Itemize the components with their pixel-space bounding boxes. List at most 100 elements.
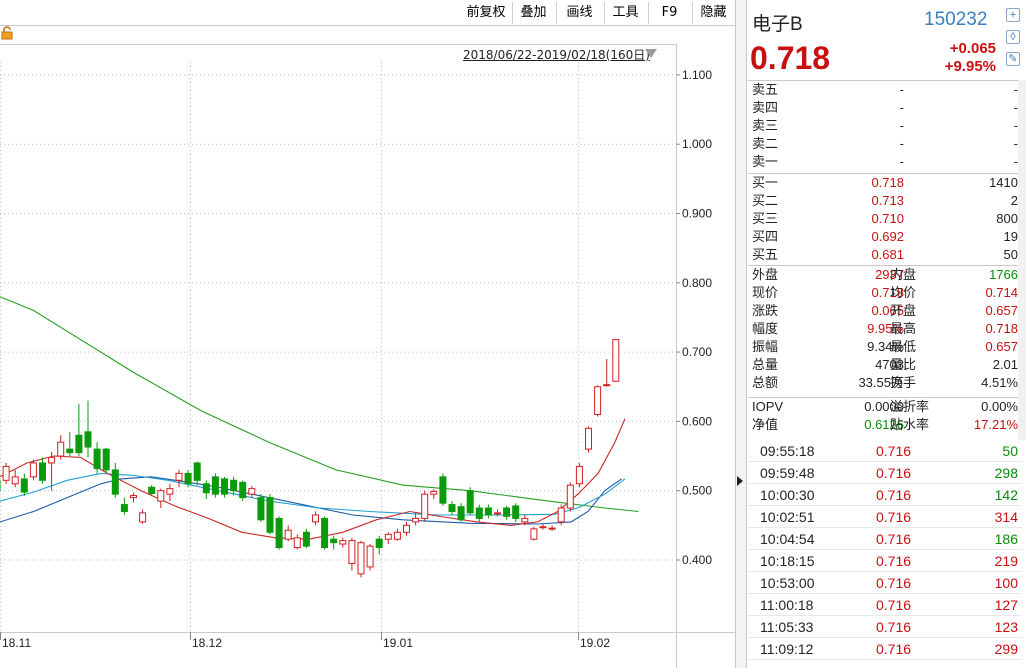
candle-body xyxy=(130,495,137,499)
candle-body xyxy=(575,465,583,485)
iopv-label: 贴水率 xyxy=(890,417,930,432)
sell-order-volume: - xyxy=(1013,154,1018,169)
buy-order-row: 买四 0.692 19 xyxy=(748,228,1022,246)
edit-icon[interactable]: ✎ xyxy=(1006,52,1020,66)
kline-chart[interactable]: 1.100 1.000 0.900 0.800 0.700 0.600 0.500 0.400… xyxy=(0,26,736,668)
chart-toolbar: 前复权 叠加 画线 工具 F9 隐藏 xyxy=(0,0,736,26)
order-scrollbar[interactable] xyxy=(1018,80,1026,440)
candle-body xyxy=(439,476,447,504)
candle-body xyxy=(211,476,219,495)
tick-row: 11:05:33 0.716 123 xyxy=(748,616,1022,638)
candle-body xyxy=(139,512,147,523)
buy-order-price: 0.681 xyxy=(871,247,904,262)
candle-body xyxy=(585,427,592,450)
candle-body xyxy=(412,517,420,523)
tick-price: 0.716 xyxy=(876,465,912,481)
f9-button[interactable]: F9 xyxy=(648,2,690,24)
candle-body xyxy=(84,431,92,448)
hide-button[interactable]: 隐藏 xyxy=(692,2,734,24)
iopv-value: 0.0000 xyxy=(864,399,904,414)
stat-value: 4.51% xyxy=(981,375,1018,390)
tools-button[interactable]: 工具 xyxy=(604,2,646,24)
iopv-value: 0.00% xyxy=(981,399,1018,414)
sell-order-label: 卖三 xyxy=(752,118,779,133)
sell-order-price: - xyxy=(899,154,904,169)
candle-body xyxy=(330,538,338,544)
buy-order-label: 买二 xyxy=(752,193,779,208)
stat-value: 1766 xyxy=(989,267,1018,282)
candle-body xyxy=(603,384,611,387)
stat-row: 幅度 9.95% 最高 0.718 xyxy=(748,320,1022,338)
draw-line-button[interactable]: 画线 xyxy=(556,2,602,24)
buy-order-volume: 2 xyxy=(1010,193,1018,208)
tick-price: 0.716 xyxy=(876,509,912,525)
candle-body xyxy=(102,448,110,471)
candle-body xyxy=(612,339,620,382)
stat-label: 最高 xyxy=(890,321,917,336)
stat-row: 振幅 9.34% 最低 0.657 xyxy=(748,338,1022,356)
price-change-pct: +9.95% xyxy=(944,58,996,75)
security-code[interactable]: 150232 xyxy=(924,9,988,30)
candle-body xyxy=(239,481,247,499)
ma-line xyxy=(0,472,626,516)
candle-body xyxy=(321,517,329,549)
y-tick-label: 1.100 xyxy=(682,68,712,82)
stat-row: 外盘 2937 内盘 1766 xyxy=(748,266,1022,284)
lock-icon[interactable] xyxy=(0,26,14,40)
fuquan-button[interactable]: 前复权 xyxy=(466,5,506,20)
candle-body xyxy=(348,540,356,564)
sell-order-row: 卖二 - - xyxy=(748,135,1022,153)
candle-body xyxy=(266,497,274,533)
tick-time: 09:59:48 xyxy=(760,465,815,481)
buy-order-row: 买五 0.681 50 xyxy=(748,246,1022,264)
candle-body xyxy=(539,526,547,529)
tick-row: 10:53:00 0.716 100 xyxy=(748,572,1022,594)
candle-body xyxy=(566,484,574,509)
sell-order-price: - xyxy=(899,100,904,115)
candle-body xyxy=(512,505,520,519)
tick-volume: 314 xyxy=(994,509,1018,525)
sell-order-row: 卖一 - - xyxy=(748,153,1022,171)
tick-volume: 219 xyxy=(994,553,1018,569)
candle-body xyxy=(384,533,392,540)
x-tick-label: 18.11 xyxy=(2,636,31,650)
date-range-label[interactable]: 2018/06/22-2019/02/18(160日) xyxy=(463,48,650,62)
candle-body xyxy=(184,472,192,485)
candle-body xyxy=(193,462,201,481)
add-icon[interactable]: + xyxy=(1006,8,1020,22)
security-name: 电子B xyxy=(752,14,803,35)
candle-body xyxy=(39,462,46,481)
candle-body xyxy=(302,531,310,547)
candle-body xyxy=(66,448,74,454)
stats-table: 外盘 2937 内盘 1766 现价 0.718 均价 0.714 涨跌 0.065 开盘 0.657… xyxy=(748,265,1022,392)
tick-volume: 100 xyxy=(994,575,1018,591)
y-tick-label: 0.600 xyxy=(682,414,712,428)
stat-label: 均价 xyxy=(890,285,917,300)
sell-order-label: 卖一 xyxy=(752,154,779,169)
stat-value: 9.95% xyxy=(867,321,904,336)
candle-body xyxy=(421,493,429,519)
sell-order-label: 卖四 xyxy=(752,100,779,115)
tick-volume: 299 xyxy=(994,641,1018,657)
stat-value: 2.01 xyxy=(992,357,1018,372)
candle-body xyxy=(20,478,28,493)
candle-body xyxy=(275,517,283,549)
y-tick-label: 0.700 xyxy=(682,345,712,359)
buy-order-volume: 19 xyxy=(1003,229,1018,244)
range-dropdown-icon[interactable] xyxy=(645,49,657,58)
bell-icon[interactable]: ◊ xyxy=(1006,30,1020,44)
sell-order-label: 卖五 xyxy=(752,82,779,97)
buy-order-price: 0.718 xyxy=(871,175,904,190)
collapse-panel-icon[interactable] xyxy=(737,476,743,486)
tick-row: 09:59:48 0.716 298 xyxy=(748,462,1022,484)
stat-value: 0.718 xyxy=(871,285,904,300)
overlay-button[interactable]: 叠加 xyxy=(512,2,554,24)
candle-body xyxy=(48,456,56,464)
panel-icons: + ◊ ✎ xyxy=(1006,8,1022,74)
tick-time: 10:00:30 xyxy=(760,487,815,503)
tick-time: 11:09:12 xyxy=(760,641,814,657)
sell-order-volume: - xyxy=(1013,136,1018,151)
stat-label: 换手 xyxy=(890,375,917,390)
candle-body xyxy=(221,478,228,495)
current-price: 0.718 xyxy=(750,40,831,76)
